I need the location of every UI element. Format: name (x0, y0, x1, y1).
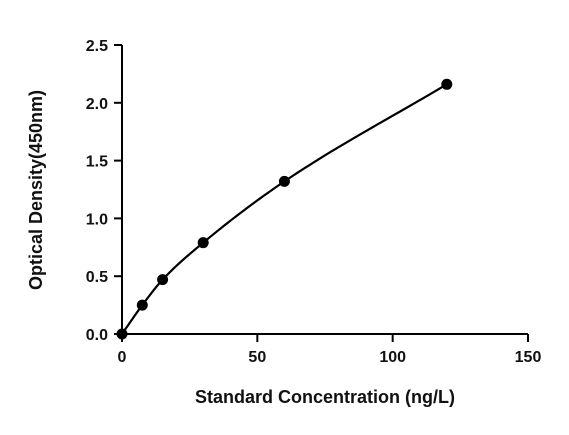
data-point (441, 78, 453, 90)
data-point (197, 237, 209, 249)
x-ticks: 0 50 100 150 (118, 334, 542, 366)
data-point (116, 328, 128, 340)
x-tick-label: 150 (515, 349, 542, 366)
y-ticks: 0.0 0.5 1.0 1.5 2.0 2.5 (86, 38, 122, 344)
y-tick-label: 2.5 (86, 38, 108, 55)
axes (121, 45, 528, 335)
y-tick-label: 2.0 (86, 96, 108, 113)
y-tick-label: 1.5 (86, 154, 108, 171)
y-tick-label: 1.0 (86, 211, 108, 228)
x-tick-label: 0 (118, 349, 127, 366)
x-axis-title: Standard Concentration (ng/L) (195, 387, 455, 407)
y-tick-label: 0.5 (86, 269, 108, 286)
data-point (157, 274, 169, 286)
data-point (136, 299, 148, 311)
x-tick-label: 100 (379, 349, 406, 366)
x-tick-label: 50 (248, 349, 266, 366)
data-point (278, 175, 290, 187)
y-axis-title: Optical Density(450nm) (26, 90, 46, 290)
y-tick-label: 0.0 (86, 327, 108, 344)
data-points (116, 78, 453, 340)
fitted-curve (121, 83, 448, 335)
